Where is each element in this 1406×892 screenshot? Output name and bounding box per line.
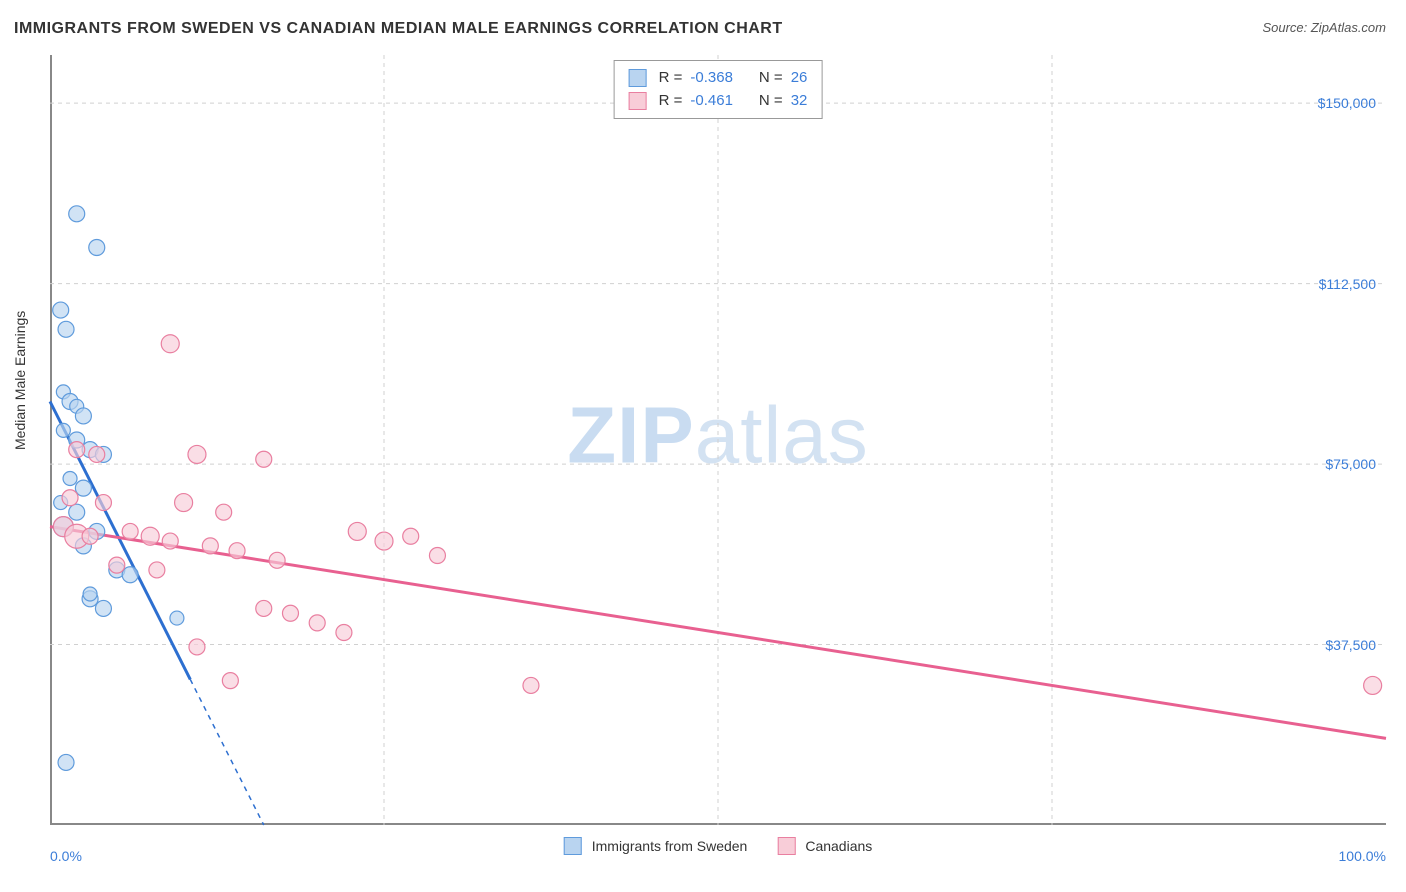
r-label: R = [659,90,683,113]
y-tick-label: $150,000 [1318,95,1376,111]
point-sweden [56,423,70,437]
point-canadians [309,615,325,631]
legend-label-canadians: Canadians [805,838,872,854]
point-canadians [282,605,298,621]
point-canadians [375,532,393,550]
swatch-sweden [629,69,647,87]
point-sweden [69,206,85,222]
swatch-canadians [629,92,647,110]
point-canadians [229,543,245,559]
legend-label-sweden: Immigrants from Sweden [592,838,748,854]
source-attribution: Source: ZipAtlas.com [1262,20,1386,35]
point-canadians [82,528,98,544]
point-canadians [141,527,159,545]
plot-svg [50,55,1386,825]
point-sweden [75,480,91,496]
point-canadians [122,523,138,539]
point-canadians [109,557,125,573]
swatch-canadians-icon [777,837,795,855]
source-prefix: Source: [1262,20,1310,35]
point-sweden [89,240,105,256]
r-label: R = [659,67,683,90]
legend-item-canadians: Canadians [777,837,872,855]
point-sweden [63,472,77,486]
n-label: N = [759,90,783,113]
point-canadians [523,677,539,693]
stats-row-sweden: R = -0.368 N = 26 [629,67,808,90]
chart-area: ZIPatlas $37,500$75,000$112,500$150,000 … [50,55,1386,825]
stats-row-canadians: R = -0.461 N = 32 [629,90,808,113]
point-sweden [58,321,74,337]
n-label: N = [759,67,783,90]
point-sweden [170,611,184,625]
regression-line-dash-sweden [190,679,263,825]
stats-legend-box: R = -0.368 N = 26 R = -0.461 N = 32 [614,60,823,119]
y-tick-label: $112,500 [1319,276,1376,292]
point-canadians [429,548,445,564]
x-tick-label: 100.0% [1339,848,1386,864]
x-tick-label: 0.0% [50,848,82,864]
point-sweden [122,567,138,583]
point-sweden [58,754,74,770]
r-value-canadians: -0.461 [690,90,733,113]
point-canadians [403,528,419,544]
point-canadians [256,600,272,616]
point-sweden [95,600,111,616]
bottom-legend: Immigrants from Sweden Canadians [564,837,873,855]
point-canadians [1364,676,1382,694]
point-sweden [83,587,97,601]
point-canadians [269,552,285,568]
point-canadians [256,451,272,467]
point-canadians [188,445,206,463]
point-canadians [189,639,205,655]
r-value-sweden: -0.368 [690,67,733,90]
point-canadians [69,442,85,458]
y-tick-label: $75,000 [1325,456,1376,472]
n-value-sweden: 26 [791,67,808,90]
chart-title: IMMIGRANTS FROM SWEDEN VS CANADIAN MEDIA… [14,20,783,38]
vertical-gridlines [384,55,1052,825]
point-canadians [216,504,232,520]
point-canadians [222,673,238,689]
y-axis-label: Median Male Earnings [12,311,28,450]
point-canadians [336,625,352,641]
point-canadians [89,446,105,462]
legend-item-sweden: Immigrants from Sweden [564,837,748,855]
swatch-sweden-icon [564,837,582,855]
n-value-canadians: 32 [791,90,808,113]
scatter-points [53,206,1382,771]
point-canadians [62,490,78,506]
point-canadians [149,562,165,578]
point-sweden [75,408,91,424]
y-tick-label: $37,500 [1325,637,1376,653]
point-canadians [175,494,193,512]
point-canadians [162,533,178,549]
point-sweden [69,504,85,520]
point-sweden [53,302,69,318]
point-canadians [161,335,179,353]
point-canadians [348,522,366,540]
point-canadians [95,495,111,511]
point-canadians [202,538,218,554]
source-link[interactable]: ZipAtlas.com [1311,20,1386,35]
